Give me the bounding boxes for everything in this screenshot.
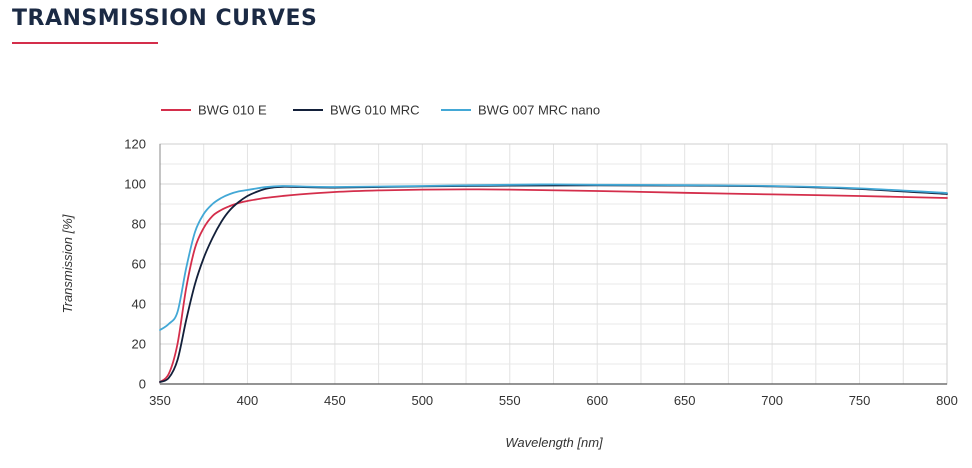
y-tick-label: 100: [124, 177, 146, 192]
x-tick-label: 650: [674, 393, 696, 408]
x-tick-label: 550: [499, 393, 521, 408]
y-tick-label: 60: [132, 257, 146, 272]
x-tick-label: 600: [586, 393, 608, 408]
x-tick-label: 700: [761, 393, 783, 408]
y-tick-labels: 0 20 40 60 80 100 120: [124, 137, 146, 392]
legend-label: BWG 010 E: [198, 103, 267, 118]
legend-label: BWG 007 MRC nano: [478, 103, 600, 118]
legend: BWG 010 E BWG 010 MRC BWG 007 MRC nano: [161, 103, 600, 118]
y-tick-label: 0: [139, 377, 146, 392]
y-tick-label: 40: [132, 297, 146, 312]
page-title: TRANSMISSION CURVES: [12, 6, 318, 31]
x-axis-label: Wavelength [nm]: [505, 435, 603, 450]
x-tick-label: 800: [936, 393, 958, 408]
series-line-1: [159, 188, 948, 383]
y-tick-label: 120: [124, 137, 146, 152]
x-tick-label: 350: [149, 393, 171, 408]
x-tick-label: 500: [411, 393, 433, 408]
title-underline: [12, 42, 158, 44]
series-line-3: [159, 183, 948, 331]
x-tick-label: 400: [237, 393, 259, 408]
legend-label: BWG 010 MRC: [330, 103, 420, 118]
y-tick-label: 80: [132, 217, 146, 232]
y-axis-label: Transmission [%]: [60, 214, 75, 313]
series-lines: [159, 183, 948, 383]
x-tick-labels: 350 400 450 500 550 600 650 700 750 800: [149, 393, 958, 408]
grid-lines: [159, 143, 948, 385]
x-tick-label: 750: [849, 393, 871, 408]
x-tick-label: 450: [324, 393, 346, 408]
y-tick-label: 20: [132, 337, 146, 352]
